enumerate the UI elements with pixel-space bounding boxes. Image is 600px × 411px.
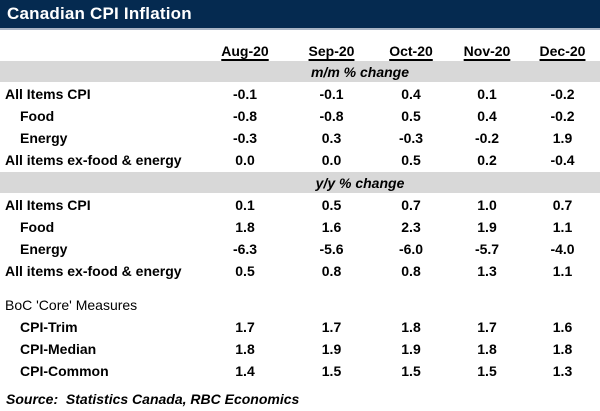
- section-gap: [0, 282, 600, 294]
- value-cell: 1.8: [477, 341, 497, 357]
- value-cell: 0.5: [321, 197, 342, 213]
- value-cell: 0.5: [235, 263, 255, 279]
- row-label: Energy: [20, 130, 68, 146]
- table-body: m/m % change All Items CPI -0.1 -0.1 0.4 0.1 -…: [0, 61, 600, 282]
- value-cell: 1.5: [477, 363, 497, 379]
- value-cell: -0.4: [550, 152, 575, 168]
- row-label: All items ex-food & energy: [5, 263, 182, 279]
- value-cell: 1.5: [401, 363, 421, 379]
- value-cell: -0.8: [232, 108, 258, 124]
- value-cell: 1.9: [401, 341, 421, 357]
- table-row: Food 1.8 1.6 2.3 1.9 1.1: [0, 216, 600, 238]
- section-band: y/y % change: [0, 172, 600, 193]
- value-cell: 0.7: [401, 197, 421, 213]
- table-row: CPI-Median 1.8 1.9 1.9 1.8 1.8: [0, 338, 600, 360]
- value-cell: 0.4: [477, 108, 497, 124]
- value-cell: 1.7: [477, 319, 497, 335]
- value-cell: -0.3: [232, 130, 258, 146]
- row-label: Food: [20, 108, 55, 124]
- row-label: CPI-Common: [20, 363, 109, 379]
- value-cell: 1.1: [552, 219, 573, 235]
- value-cell: 0.8: [321, 263, 342, 279]
- section-band-label: m/m % change: [310, 63, 410, 80]
- table-row: All items ex-food & energy 0.5 0.8 0.8 1.3 1.…: [0, 260, 600, 282]
- value-cell: -5.6: [319, 241, 344, 257]
- value-cell: 1.7: [321, 319, 342, 335]
- value-cell: 1.5: [321, 363, 342, 379]
- core-measures-heading: BoC 'Core' Measures: [5, 297, 138, 313]
- value-cell: 1.8: [552, 341, 573, 357]
- value-cell: 1.9: [477, 219, 497, 235]
- column-header-aug-20: Aug-20: [221, 43, 269, 59]
- value-cell: 0.0: [235, 152, 255, 168]
- value-cell: -4.0: [550, 241, 575, 257]
- table-row: All Items CPI -0.1 -0.1 0.4 0.1 -0.2: [0, 83, 600, 105]
- core-measures-body: CPI-Trim 1.7 1.7 1.8 1.7 1.6 CPI-Median 1.8 1.9 1…: [0, 316, 600, 382]
- section-band-label: y/y % change: [315, 174, 405, 191]
- column-header-sep-20: Sep-20: [308, 43, 355, 59]
- column-header-dec-20: Dec-20: [539, 43, 586, 59]
- table-row: Energy -6.3 -5.6 -6.0 -5.7 -4.0: [0, 238, 600, 260]
- value-cell: 0.1: [235, 197, 255, 213]
- cpi-table: Aug-20 Sep-20 Oct-20 Nov-20 Dec-20 m/m %…: [0, 37, 600, 382]
- table-row: All Items CPI 0.1 0.5 0.7 1.0 0.7: [0, 194, 600, 216]
- value-cell: 1.6: [552, 319, 573, 335]
- value-cell: 1.4: [235, 363, 255, 379]
- value-cell: -0.2: [474, 130, 500, 146]
- table-row: Energy -0.3 0.3 -0.3 -0.2 1.9: [0, 127, 600, 149]
- row-label: CPI-Trim: [20, 319, 78, 335]
- value-cell: -0.2: [550, 108, 575, 124]
- table-row: CPI-Trim 1.7 1.7 1.8 1.7 1.6: [0, 316, 600, 338]
- value-cell: -0.2: [550, 86, 575, 102]
- value-cell: 0.5: [401, 152, 421, 168]
- value-cell: 2.3: [401, 219, 421, 235]
- value-cell: 0.0: [321, 152, 342, 168]
- value-cell: -0.1: [319, 86, 344, 102]
- value-cell: -0.1: [232, 86, 258, 102]
- table-row: All items ex-food & energy 0.0 0.0 0.5 0.2 -0…: [0, 149, 600, 171]
- value-cell: 1.1: [552, 263, 573, 279]
- value-cell: 0.3: [321, 130, 342, 146]
- page-title: Canadian CPI Inflation: [7, 4, 192, 23]
- core-measures-heading-row: BoC 'Core' Measures: [0, 294, 600, 316]
- value-cell: 1.6: [321, 219, 342, 235]
- value-cell: -6.0: [398, 241, 424, 257]
- value-cell: 1.8: [401, 319, 421, 335]
- title-banner: Canadian CPI Inflation: [0, 0, 600, 30]
- value-cell: 0.4: [401, 86, 421, 102]
- value-cell: 1.9: [552, 130, 573, 146]
- value-cell: 0.7: [552, 197, 573, 213]
- value-cell: 1.8: [235, 219, 255, 235]
- column-header-nov-20: Nov-20: [463, 43, 511, 59]
- row-label: Food: [20, 219, 55, 235]
- value-cell: -0.3: [398, 130, 424, 146]
- row-label: All items ex-food & energy: [5, 152, 182, 168]
- value-cell: -6.3: [232, 241, 258, 257]
- row-label: All Items CPI: [5, 197, 91, 213]
- column-header-oct-20: Oct-20: [389, 43, 433, 59]
- value-cell: 0.1: [477, 86, 497, 102]
- column-header-row: Aug-20 Sep-20 Oct-20 Nov-20 Dec-20: [0, 37, 600, 60]
- value-cell: 1.3: [552, 363, 573, 379]
- value-cell: 1.9: [321, 341, 342, 357]
- value-cell: -5.7: [474, 241, 500, 257]
- section-band: m/m % change: [0, 61, 600, 82]
- row-label: CPI-Median: [20, 341, 97, 357]
- value-cell: 0.5: [401, 108, 421, 124]
- value-cell: 1.0: [477, 197, 497, 213]
- value-cell: -0.8: [319, 108, 344, 124]
- row-label: Energy: [20, 241, 68, 257]
- value-cell: 1.8: [235, 341, 255, 357]
- value-cell: 0.8: [401, 263, 421, 279]
- value-cell: 1.3: [477, 263, 497, 279]
- value-cell: 0.2: [477, 152, 497, 168]
- row-label: All Items CPI: [5, 86, 91, 102]
- table-row: Food -0.8 -0.8 0.5 0.4 -0.2: [0, 105, 600, 127]
- table-row: CPI-Common 1.4 1.5 1.5 1.5 1.3: [0, 360, 600, 382]
- source-note: Source: Statistics Canada, RBC Economics: [6, 391, 300, 407]
- value-cell: 1.7: [235, 319, 255, 335]
